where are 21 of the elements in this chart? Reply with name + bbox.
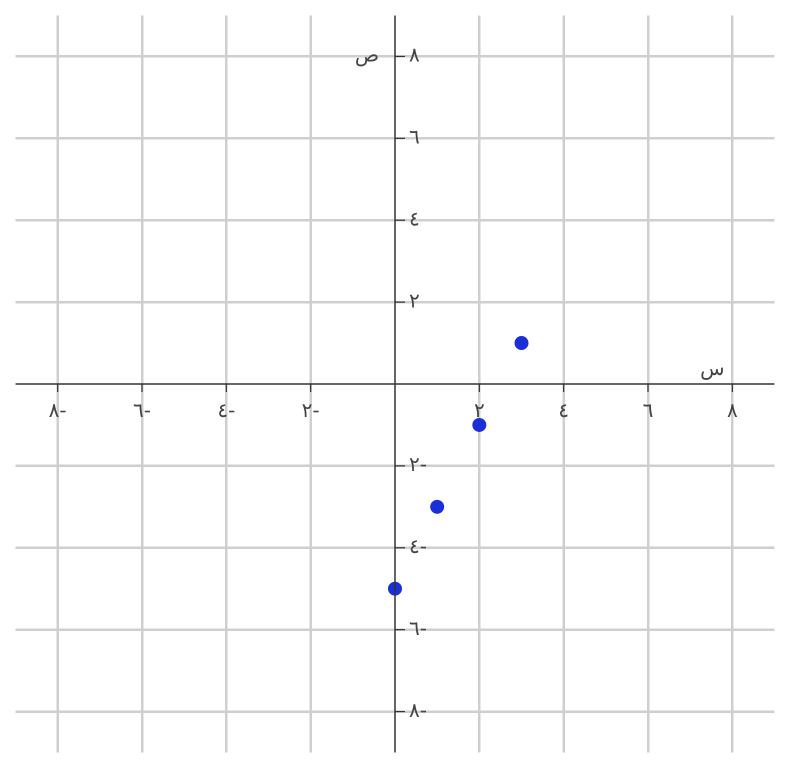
y-tick-label: ٢ (408, 288, 420, 312)
x-tick-label: -٨ (48, 398, 67, 422)
y-tick-label: -٢ (408, 452, 427, 476)
y-tick-label: ٤ (408, 206, 420, 230)
x-tick-label: ٦ (642, 398, 654, 422)
y-tick-label: ٦ (408, 124, 420, 149)
x-tick-label: -٢ (302, 398, 320, 422)
x-axis-title: س (700, 356, 725, 380)
y-tick-label: -٦ (408, 616, 427, 640)
x-tick-label: ٢ (474, 398, 485, 422)
y-tick-label: ٨ (408, 42, 420, 67)
y-tick-label: -٨ (408, 698, 427, 722)
point (430, 500, 444, 514)
x-tick-label: ٨ (726, 398, 738, 422)
point (514, 336, 528, 350)
point (472, 418, 486, 432)
x-tick-label: -٦ (133, 398, 151, 422)
y-tick-label: -٤ (408, 534, 427, 558)
x-tick-label: ٤ (558, 398, 570, 422)
y-axis-title: ص (354, 42, 380, 67)
x-tick-label: -٤ (217, 398, 236, 422)
